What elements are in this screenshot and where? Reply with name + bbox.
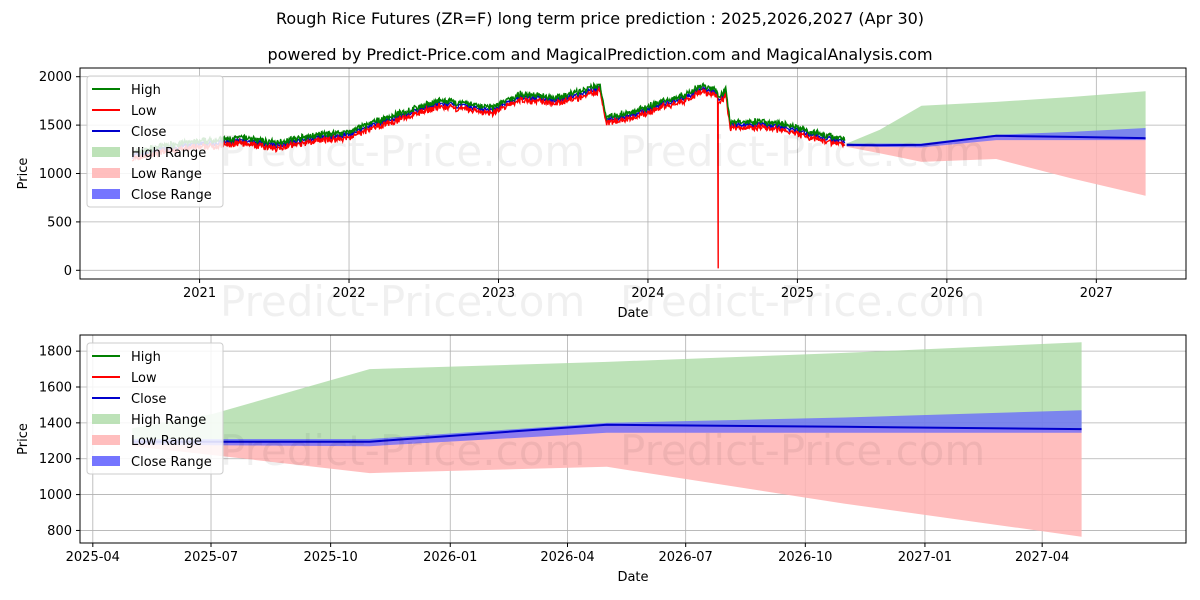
x-tick-label: 2026-07 bbox=[659, 550, 713, 565]
x-tick-label: 2023 bbox=[482, 286, 515, 301]
legend-swatch bbox=[92, 435, 120, 445]
x-tick-label: 2027-01 bbox=[898, 550, 952, 565]
legend-swatch bbox=[92, 456, 120, 466]
legend-swatch bbox=[92, 168, 120, 178]
y-tick-label: 1400 bbox=[39, 416, 72, 431]
x-tick-label: 2021 bbox=[183, 286, 216, 301]
low-range-area bbox=[132, 424, 1082, 537]
x-axis-label: Date bbox=[617, 306, 648, 321]
y-tick-label: 500 bbox=[47, 215, 72, 230]
y-tick-label: 1800 bbox=[39, 345, 72, 360]
x-tick-label: 2025-10 bbox=[303, 550, 357, 565]
x-tick-label: 2024 bbox=[631, 286, 664, 301]
y-tick-label: 0 bbox=[64, 264, 72, 279]
low-range-area bbox=[846, 135, 1146, 196]
x-axis-label: Date bbox=[617, 570, 648, 585]
legend-label: Close Range bbox=[131, 188, 212, 203]
legend-label: High bbox=[131, 83, 161, 98]
high-range-area bbox=[846, 91, 1146, 146]
close-history-line bbox=[131, 85, 846, 159]
plot-panel-1 bbox=[76, 67, 1187, 283]
legend-swatch bbox=[92, 189, 120, 199]
x-tick-label: 2022 bbox=[332, 286, 365, 301]
y-tick-label: 1000 bbox=[39, 167, 72, 182]
legend-swatch bbox=[92, 147, 120, 157]
x-tick-label: 2026-01 bbox=[423, 550, 477, 565]
close-range-area bbox=[846, 128, 1146, 148]
legend-box bbox=[86, 342, 224, 475]
x-tick-label: 2027 bbox=[1080, 286, 1113, 301]
legend-label: Low Range bbox=[131, 434, 202, 449]
legend-label: High Range bbox=[131, 146, 206, 161]
y-tick-label: 800 bbox=[47, 524, 72, 539]
low-history-line bbox=[131, 85, 846, 269]
legend-swatch bbox=[92, 414, 120, 424]
plot-frame bbox=[79, 334, 1187, 544]
y-tick-label: 1000 bbox=[39, 488, 72, 503]
legend-box bbox=[86, 75, 224, 208]
chart-title: Rough Rice Futures (ZR=F) long term pric… bbox=[275, 9, 925, 28]
plot-panel-2 bbox=[76, 334, 1187, 547]
y-tick-label: 1500 bbox=[39, 119, 72, 134]
legend-label: Close bbox=[131, 125, 166, 140]
legend-label: Low bbox=[131, 371, 157, 386]
legend-label: Close bbox=[131, 392, 166, 407]
x-tick-label: 2026 bbox=[930, 286, 963, 301]
close-range-area bbox=[132, 410, 1082, 447]
chart-subtitle: powered by Predict-Price.com and Magical… bbox=[267, 45, 933, 64]
y-axis-label: Price bbox=[16, 423, 31, 455]
x-tick-label: 2026-10 bbox=[778, 550, 832, 565]
legend-label: Close Range bbox=[131, 455, 212, 470]
legend-label: High Range bbox=[131, 413, 206, 428]
x-tick-label: 2025-07 bbox=[184, 550, 238, 565]
high-range-area bbox=[132, 342, 1082, 442]
y-tick-label: 2000 bbox=[39, 70, 72, 85]
x-tick-label: 2025 bbox=[781, 286, 814, 301]
legend-label: Low Range bbox=[131, 167, 202, 182]
y-axis-label: Price bbox=[16, 158, 31, 190]
legend-label: Low bbox=[131, 104, 157, 119]
legend-label: High bbox=[131, 350, 161, 365]
y-tick-label: 1200 bbox=[39, 452, 72, 467]
x-tick-label: 2026-04 bbox=[540, 550, 594, 565]
y-tick-label: 1600 bbox=[39, 381, 72, 396]
x-tick-label: 2025-04 bbox=[66, 550, 120, 565]
x-tick-label: 2027-04 bbox=[1015, 550, 1069, 565]
high-history-line bbox=[131, 81, 846, 156]
close-forecast-line bbox=[846, 134, 1146, 147]
